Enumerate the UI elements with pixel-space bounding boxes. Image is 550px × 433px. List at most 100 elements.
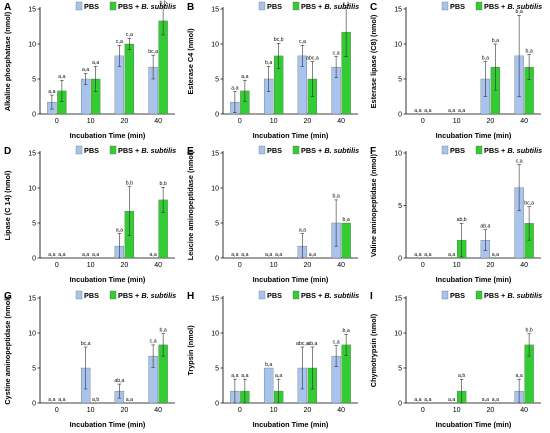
legend-label-species: B. subtilis <box>141 2 176 11</box>
x-axis-label: Incubation Time (min) <box>253 420 329 429</box>
legend-swatch-pbs-bs <box>109 145 117 155</box>
x-tick-label: 40 <box>520 407 528 414</box>
panel-letter: G <box>4 291 12 302</box>
y-tick-label: 10 <box>394 330 402 337</box>
x-tick-label: 40 <box>337 407 345 414</box>
significance-label: a,a <box>265 252 272 258</box>
legend-label-species: B. subtilis <box>507 146 542 155</box>
x-axis-label: Incubation Time (min) <box>436 131 512 140</box>
y-tick-label: 0 <box>32 255 36 262</box>
x-tick-label: 0 <box>55 407 59 414</box>
legend-label-pbs-bs: PBS + B. subtilis <box>301 291 359 300</box>
chart-panel-e: E 0 5 10 15 Leucine aminopeptidase (nmol) Incu… <box>186 145 359 284</box>
significance-label: b,a <box>343 328 350 334</box>
x-tick-label: 40 <box>337 262 345 269</box>
significance-label: bc,a <box>81 341 91 347</box>
x-tick-label: 20 <box>486 407 494 414</box>
y-tick-label: 15 <box>28 150 36 157</box>
x-tick-label: 20 <box>120 118 128 125</box>
legend-label-prefix: PBS + <box>484 2 507 11</box>
bar <box>263 367 274 404</box>
significance-label: a,a <box>92 252 99 258</box>
significance-label: a,a <box>414 108 421 114</box>
significance-label: b,a <box>526 48 533 54</box>
x-axis-label: Incubation Time (min) <box>70 420 146 429</box>
significance-label: b,b <box>160 1 167 7</box>
significance-label: a,a <box>231 373 238 379</box>
y-axis-label: Esterase C4 (nmol) <box>186 28 195 95</box>
y-tick-label: 10 <box>394 41 402 48</box>
x-tick-label: 10 <box>453 118 461 125</box>
significance-label: a,a <box>241 74 248 80</box>
legend-swatch-pbs <box>75 290 83 300</box>
x-tick-label: 10 <box>87 118 95 125</box>
y-tick-label: 15 <box>211 295 219 302</box>
significance-label: a,a <box>48 89 55 95</box>
y-tick-label: 10 <box>211 330 219 337</box>
x-tick-label: 0 <box>421 118 425 125</box>
y-tick-label: 0 <box>215 255 219 262</box>
significance-label: b,b <box>160 181 167 187</box>
significance-label: a,a <box>58 397 65 403</box>
legend-label-species: B. subtilis <box>141 146 176 155</box>
significance-label: bc,b <box>274 37 284 43</box>
significance-label: c,a <box>150 339 157 345</box>
y-tick-label: 5 <box>215 220 219 227</box>
significance-label: c,a <box>343 1 350 7</box>
significance-label: a,a <box>82 252 89 258</box>
legend-label-species: B. subtilis <box>324 2 359 11</box>
x-tick-label: 10 <box>270 407 278 414</box>
y-tick-label: 15 <box>211 6 219 13</box>
significance-label: b,b <box>126 180 133 186</box>
y-tick-label: 5 <box>32 365 36 372</box>
significance-label: a,a <box>241 252 248 258</box>
significance-label: b,a <box>343 217 350 223</box>
x-tick-label: 20 <box>486 262 494 269</box>
significance-label: c,a <box>116 39 123 45</box>
significance-label: a,a <box>231 252 238 258</box>
significance-label: b,a <box>160 328 167 334</box>
x-axis-label: Incubation Time (min) <box>436 420 512 429</box>
significance-label: a,a <box>116 227 123 233</box>
significance-label: abc,a <box>296 341 309 347</box>
x-axis-label: Incubation Time (min) <box>70 131 146 140</box>
significance-label: a,a <box>424 108 431 114</box>
significance-label: a,a <box>414 397 421 403</box>
significance-label: a,a <box>48 397 55 403</box>
y-tick-label: 10 <box>394 150 402 157</box>
y-tick-label: 10 <box>28 330 36 337</box>
legend-swatch-pbs-bs <box>109 1 117 11</box>
chart-panel-c: C 0 5 10 15 Esterase lipase (C8) (nmol) Incuba… <box>369 1 542 140</box>
significance-label: a,a <box>126 397 133 403</box>
significance-label: a,a <box>241 373 248 379</box>
x-tick-label: 40 <box>154 407 162 414</box>
x-tick-label: 40 <box>520 118 528 125</box>
legend-label-pbs-bs: PBS + B. subtilis <box>118 146 176 155</box>
significance-label: a,a <box>275 252 282 258</box>
x-tick-label: 20 <box>303 407 311 414</box>
legend-label-species: B. subtilis <box>324 291 359 300</box>
legend-label-pbs: PBS <box>450 2 465 11</box>
x-tick-label: 0 <box>238 407 242 414</box>
bar <box>341 222 351 259</box>
legend-swatch-pbs <box>441 145 449 155</box>
significance-label: bc,a <box>524 200 534 206</box>
y-tick-label: 0 <box>398 111 402 118</box>
legend-label-species: B. subtilis <box>141 291 176 300</box>
x-axis-label: Incubation Time (min) <box>70 275 146 284</box>
legend-label-pbs: PBS <box>267 146 282 155</box>
x-tick-label: 10 <box>87 407 95 414</box>
significance-label: abc,a <box>306 55 319 61</box>
panel-letter: I <box>370 291 373 302</box>
chart-panel-f: F 0 5 10 Valine aminopeptidase (nmol) Incubat… <box>369 145 542 284</box>
y-axis-label: Trypsin (nmol) <box>186 325 195 376</box>
legend-swatch-pbs <box>75 1 83 11</box>
legend-label-pbs: PBS <box>84 2 99 11</box>
panel-letter: C <box>370 2 377 13</box>
legend-label-species: B. subtilis <box>324 146 359 155</box>
legend-label-pbs-bs: PBS + B. subtilis <box>118 2 176 11</box>
legend-swatch-pbs <box>441 290 449 300</box>
legend-label-pbs: PBS <box>267 2 282 11</box>
significance-label: ab,a <box>114 378 124 384</box>
